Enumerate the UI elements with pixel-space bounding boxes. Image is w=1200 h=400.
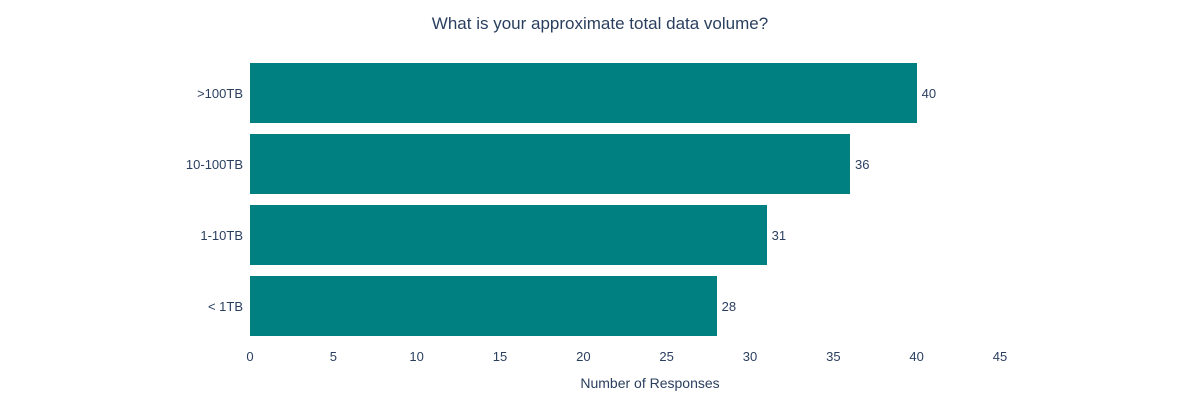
x-axis-tick-label: 5 bbox=[329, 348, 337, 364]
bar-value-label: 36 bbox=[855, 156, 870, 172]
x-axis-tick-label: 40 bbox=[909, 348, 924, 364]
bar-value-label: 28 bbox=[721, 298, 737, 314]
bar->100TB bbox=[250, 63, 917, 124]
y-axis-category-label: >100TB bbox=[197, 85, 243, 101]
bar-1-10TB bbox=[250, 205, 767, 266]
y-axis-category-label: 1-10TB bbox=[200, 227, 243, 243]
chart-title: What is your approximate total data volu… bbox=[431, 14, 769, 33]
bar-value-label: 31 bbox=[771, 227, 787, 243]
x-axis-tick-label: 20 bbox=[576, 348, 591, 364]
y-axis-category-label: 10-100TB bbox=[185, 156, 243, 172]
x-axis-tick-label: 45 bbox=[992, 348, 1008, 364]
x-axis-tick-label: 35 bbox=[826, 348, 841, 364]
bar-10-100TB bbox=[250, 134, 850, 195]
x-axis-tick-label: 0 bbox=[246, 348, 254, 364]
x-axis-tick-label: 10 bbox=[409, 348, 424, 364]
x-axis-tick-label: 30 bbox=[742, 348, 758, 364]
x-axis-tick-label: 15 bbox=[492, 348, 508, 364]
bar-value-label: 40 bbox=[921, 85, 937, 101]
x-axis-tick-label: 25 bbox=[659, 348, 674, 364]
bar-< 1TB bbox=[250, 276, 717, 337]
x-axis-title: Number of Responses bbox=[580, 374, 720, 391]
y-axis-category-label: < 1TB bbox=[207, 298, 243, 314]
